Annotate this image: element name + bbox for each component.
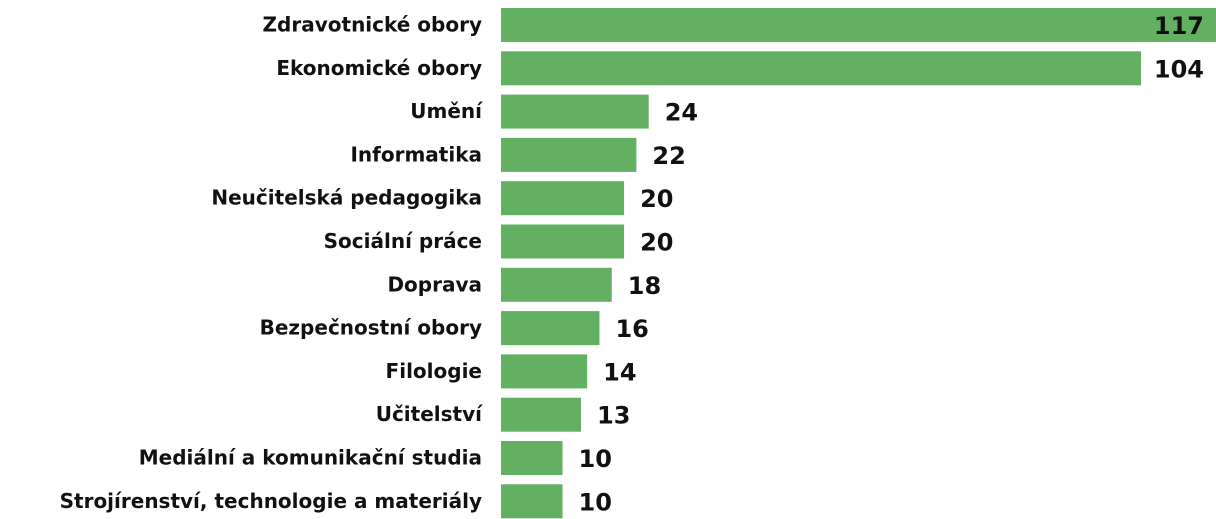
value-label: 10	[579, 445, 612, 473]
y-tick-label: Mediální a komunikační studia	[139, 446, 482, 470]
value-label: 20	[640, 229, 673, 257]
bar	[501, 267, 612, 302]
y-tick-label: Neučitelská pedagogika	[211, 186, 482, 210]
bar	[501, 137, 637, 172]
y-tick-label: Umění	[410, 99, 483, 123]
bar	[501, 51, 1142, 86]
y-tick-label: Zdravotnické obory	[263, 13, 482, 37]
y-tick-label: Ekonomické obory	[276, 56, 482, 80]
y-tick-label: Sociální práce	[324, 229, 482, 253]
value-label: 16	[615, 315, 648, 343]
bar	[501, 354, 588, 389]
y-tick-label: Bezpečnostní obory	[260, 316, 482, 340]
value-label: 18	[628, 272, 661, 300]
value-label: 14	[603, 358, 636, 386]
bar	[501, 484, 563, 519]
y-tick-label: Filologie	[386, 359, 482, 383]
y-tick-label: Doprava	[387, 272, 482, 296]
y-tick-label: Strojírenství, technologie a materiály	[60, 489, 482, 513]
value-label: 13	[597, 402, 630, 430]
value-label: 20	[640, 185, 673, 213]
bar	[501, 311, 600, 346]
value-label: 24	[665, 99, 698, 127]
y-tick-label: Informatika	[350, 142, 482, 166]
value-label: 22	[652, 142, 685, 170]
bar	[501, 441, 563, 475]
value-label: 10	[579, 488, 612, 516]
y-tick-label: Učitelství	[376, 402, 483, 426]
bar	[501, 397, 582, 432]
value-label: 117	[1154, 12, 1204, 40]
bar	[501, 181, 625, 216]
bar	[501, 8, 1216, 42]
bar	[501, 224, 625, 259]
bar	[501, 94, 649, 129]
value-label: 104	[1154, 55, 1204, 83]
